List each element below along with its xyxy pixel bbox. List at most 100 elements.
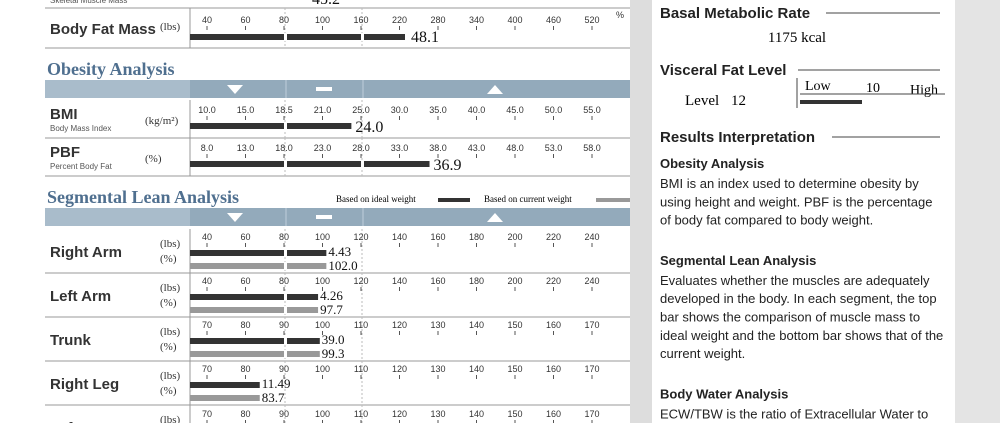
bar-gap bbox=[284, 293, 287, 301]
para-line: developed in the body. In each segment, … bbox=[660, 291, 937, 306]
para-line: using height and weight. PBF is the perc… bbox=[660, 194, 932, 209]
unit: (%) bbox=[160, 385, 177, 397]
bar-gap bbox=[361, 33, 364, 41]
scale-label: 460 bbox=[546, 15, 561, 25]
para-line: ECW/TBW is the ratio of Extracellular Wa… bbox=[660, 406, 928, 421]
scale-label: 220 bbox=[392, 15, 407, 25]
scale-label: 170 bbox=[584, 320, 599, 330]
scale-label: 400 bbox=[507, 15, 522, 25]
scale-label: 160 bbox=[546, 320, 561, 330]
scale-label: 200 bbox=[507, 232, 522, 242]
scale-label: 8.0 bbox=[201, 143, 214, 153]
scale-label: 43.0 bbox=[468, 143, 486, 153]
unit: (lbs) bbox=[160, 21, 181, 33]
scale-label: 150 bbox=[507, 320, 522, 330]
scale-label: 18.5 bbox=[275, 105, 293, 115]
value: 39.0 bbox=[322, 332, 345, 347]
unit: (lbs) bbox=[160, 282, 181, 294]
scale-label: 170 bbox=[584, 409, 599, 419]
icon-down bbox=[227, 213, 243, 222]
level-bar bbox=[800, 100, 862, 104]
scale-label: 18.0 bbox=[275, 143, 293, 153]
scale-label: 23.0 bbox=[314, 143, 332, 153]
unit: (%) bbox=[160, 253, 177, 265]
legend-swatch bbox=[596, 198, 630, 202]
para-line: BMI is an index used to determine obesit… bbox=[660, 176, 919, 191]
scale-label: 13.0 bbox=[237, 143, 255, 153]
scale-label: 140 bbox=[469, 409, 484, 419]
row-sublabel: Body Mass Index bbox=[50, 124, 111, 133]
scale-label: 53.0 bbox=[545, 143, 563, 153]
legend-swatch bbox=[438, 198, 470, 202]
mid: 10 bbox=[866, 81, 880, 96]
scale-label: 200 bbox=[507, 276, 522, 286]
low: Low bbox=[805, 79, 832, 94]
bar-gap bbox=[284, 249, 287, 257]
scale-label: 110 bbox=[354, 409, 368, 419]
unit: (%) bbox=[160, 341, 177, 353]
scale-label: 40 bbox=[202, 232, 212, 242]
scale-label: 240 bbox=[584, 232, 599, 242]
level-value: 12 bbox=[731, 93, 746, 109]
ideal-bar bbox=[190, 338, 320, 344]
scale-label: 60 bbox=[240, 232, 250, 242]
bar-gap bbox=[284, 306, 287, 314]
bar-gap bbox=[284, 160, 287, 168]
scale-label: 160 bbox=[430, 232, 445, 242]
ideal-bar bbox=[190, 294, 319, 300]
row-label: Left Arm bbox=[50, 288, 111, 305]
row-label: Body Fat Mass bbox=[50, 21, 156, 38]
scale-label: 70 bbox=[202, 320, 212, 330]
icon-minus bbox=[316, 215, 332, 219]
unit: (lbs) bbox=[160, 370, 181, 382]
value: 97.7 bbox=[320, 302, 343, 317]
bar bbox=[190, 123, 352, 129]
row-label: PBF bbox=[50, 144, 80, 161]
legend: Based on ideal weight bbox=[336, 194, 416, 204]
scale-label: 120 bbox=[353, 276, 368, 286]
scale-label: 100 bbox=[315, 232, 330, 242]
scale-label: 80 bbox=[240, 364, 250, 374]
scale-label: 40 bbox=[202, 276, 212, 286]
scale-label: 110 bbox=[354, 364, 368, 374]
scale-label: 220 bbox=[546, 276, 561, 286]
scale-label: 120 bbox=[392, 409, 407, 419]
unit: (%) bbox=[145, 153, 162, 165]
scale-label: 100 bbox=[315, 320, 330, 330]
value: 48.1 bbox=[411, 29, 439, 46]
top-value: 45.2 bbox=[312, 0, 340, 8]
scale-label: 33.0 bbox=[391, 143, 409, 153]
scale-label: 160 bbox=[353, 15, 368, 25]
scale-label: 120 bbox=[392, 364, 407, 374]
scale-label: 40 bbox=[202, 15, 212, 25]
scale-label: 150 bbox=[507, 364, 522, 374]
bar bbox=[190, 161, 430, 167]
scale-label: 220 bbox=[546, 232, 561, 242]
scale-label: 110 bbox=[354, 320, 368, 330]
scale-label: 100 bbox=[315, 15, 330, 25]
value: 24.0 bbox=[355, 119, 383, 136]
scale-label: 240 bbox=[584, 276, 599, 286]
scale-label: 38.0 bbox=[429, 143, 447, 153]
unit: (lbs) bbox=[160, 238, 181, 250]
icon-down bbox=[227, 85, 243, 94]
value: 11.49 bbox=[262, 376, 291, 391]
scale-label: 130 bbox=[430, 409, 445, 419]
value: 83.7 bbox=[262, 390, 285, 405]
bar-gap bbox=[284, 350, 287, 358]
scale-label: 10.0 bbox=[198, 105, 216, 115]
scale-label: 100 bbox=[315, 409, 330, 419]
bar-gap bbox=[361, 160, 364, 168]
scale-label: 28.0 bbox=[352, 143, 370, 153]
scale-label: 60 bbox=[240, 276, 250, 286]
ideal-bar bbox=[190, 250, 327, 256]
scale-label: 48.0 bbox=[506, 143, 524, 153]
gutter bbox=[630, 0, 652, 423]
scale-label: 80 bbox=[279, 15, 289, 25]
value: 4.26 bbox=[320, 288, 343, 303]
scale-label: 55.0 bbox=[583, 105, 601, 115]
scale-label: 130 bbox=[430, 364, 445, 374]
value: 4.43 bbox=[328, 244, 351, 259]
